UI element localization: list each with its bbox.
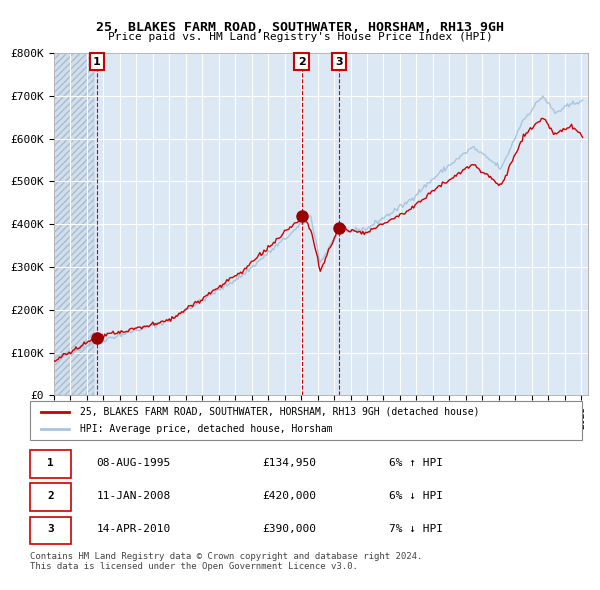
Text: 3: 3 [335, 57, 343, 67]
Text: 2: 2 [47, 491, 54, 501]
FancyBboxPatch shape [30, 401, 582, 440]
Text: 08-AUG-1995: 08-AUG-1995 [96, 458, 170, 468]
Text: 25, BLAKES FARM ROAD, SOUTHWATER, HORSHAM, RH13 9GH (detached house): 25, BLAKES FARM ROAD, SOUTHWATER, HORSHA… [80, 407, 479, 417]
Bar [54, 53, 94, 395]
Text: HPI: Average price, detached house, Horsham: HPI: Average price, detached house, Hors… [80, 424, 332, 434]
FancyBboxPatch shape [30, 516, 71, 544]
FancyBboxPatch shape [30, 483, 71, 511]
Text: £134,950: £134,950 [262, 458, 316, 468]
Text: £420,000: £420,000 [262, 491, 316, 501]
Text: 2: 2 [298, 57, 305, 67]
Text: 11-JAN-2008: 11-JAN-2008 [96, 491, 170, 501]
Text: 14-APR-2010: 14-APR-2010 [96, 524, 170, 534]
Text: 1: 1 [47, 458, 54, 468]
Text: 7% ↓ HPI: 7% ↓ HPI [389, 524, 443, 534]
FancyBboxPatch shape [30, 450, 71, 477]
Text: 3: 3 [47, 524, 54, 534]
Text: 1: 1 [93, 57, 101, 67]
Text: £390,000: £390,000 [262, 524, 316, 534]
Text: 25, BLAKES FARM ROAD, SOUTHWATER, HORSHAM, RH13 9GH: 25, BLAKES FARM ROAD, SOUTHWATER, HORSHA… [96, 21, 504, 34]
Bar [54, 53, 94, 395]
Text: 6% ↓ HPI: 6% ↓ HPI [389, 491, 443, 501]
Text: 6% ↑ HPI: 6% ↑ HPI [389, 458, 443, 468]
Text: Price paid vs. HM Land Registry's House Price Index (HPI): Price paid vs. HM Land Registry's House … [107, 32, 493, 42]
Text: Contains HM Land Registry data © Crown copyright and database right 2024.
This d: Contains HM Land Registry data © Crown c… [30, 552, 422, 571]
